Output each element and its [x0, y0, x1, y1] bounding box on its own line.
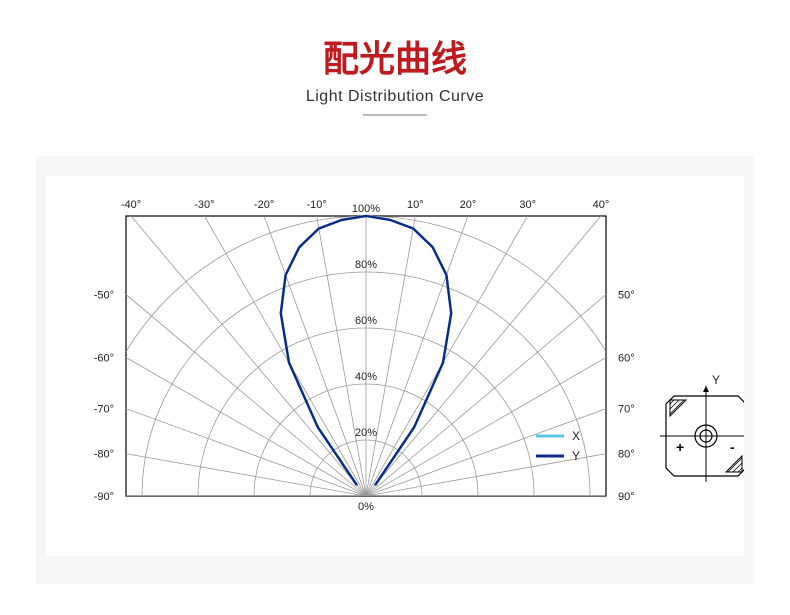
svg-text:-50°: -50°: [94, 290, 114, 302]
page-root: 配光曲线 Light Distribution Curve -40°-30°-2…: [0, 0, 790, 615]
title-block: 配光曲线 Light Distribution Curve: [0, 0, 790, 116]
svg-text:30°: 30°: [519, 199, 536, 211]
svg-text:80°: 80°: [618, 449, 635, 461]
svg-text:20°: 20°: [460, 199, 477, 211]
chart-panel: -40°-30°-20°-10°10°20°30°40°-50°-60°-70°…: [36, 156, 754, 584]
svg-text:60°: 60°: [618, 352, 635, 364]
svg-text:90°: 90°: [618, 491, 635, 503]
svg-text:60%: 60%: [355, 315, 377, 327]
title-divider: [363, 114, 427, 116]
polar-chart: -40°-30°-20°-10°10°20°30°40°-50°-60°-70°…: [46, 176, 744, 556]
svg-text:-80°: -80°: [94, 449, 114, 461]
svg-text:-10°: -10°: [306, 199, 326, 211]
svg-text:-70°: -70°: [94, 404, 114, 416]
svg-text:70°: 70°: [618, 404, 635, 416]
svg-text:40%: 40%: [355, 371, 377, 383]
svg-text:Y: Y: [572, 449, 580, 463]
svg-text:20%: 20%: [355, 427, 377, 439]
svg-text:Y: Y: [712, 373, 720, 387]
svg-text:+: +: [676, 439, 684, 455]
title-main: 配光曲线: [0, 30, 790, 82]
svg-text:10°: 10°: [407, 199, 424, 211]
svg-text:-20°: -20°: [254, 199, 274, 211]
svg-text:-30°: -30°: [194, 199, 214, 211]
svg-text:100%: 100%: [352, 203, 380, 215]
title-subtitle: Light Distribution Curve: [0, 88, 790, 106]
svg-text:0%: 0%: [358, 501, 374, 513]
svg-text:50°: 50°: [618, 290, 635, 302]
chart-container: -40°-30°-20°-10°10°20°30°40°-50°-60°-70°…: [46, 176, 744, 556]
svg-text:-40°: -40°: [121, 199, 141, 211]
svg-text:X: X: [572, 429, 580, 443]
svg-text:-: -: [730, 439, 735, 455]
svg-text:40°: 40°: [593, 199, 610, 211]
svg-text:-60°: -60°: [94, 352, 114, 364]
svg-text:-90°: -90°: [94, 491, 114, 503]
svg-text:80%: 80%: [355, 259, 377, 271]
